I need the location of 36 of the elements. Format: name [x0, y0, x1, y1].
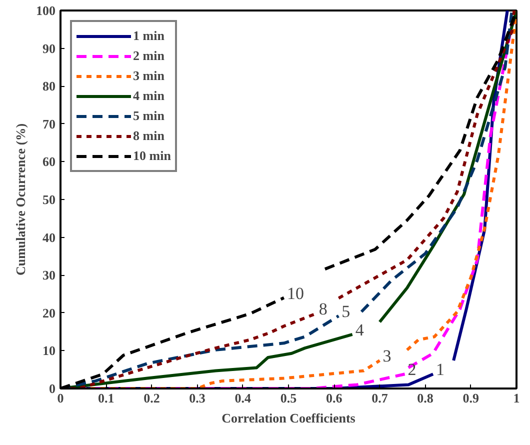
- annotation: 1: [436, 360, 445, 380]
- y-tick-label: 70: [42, 116, 56, 132]
- annotation: 5: [342, 302, 350, 321]
- y-tick-label: 60: [42, 154, 56, 170]
- y-tick-label: 90: [42, 40, 56, 56]
- legend-label: 8 min: [133, 128, 164, 144]
- x-tick-label: 0.1: [98, 390, 114, 406]
- x-tick-label: 0.6: [326, 390, 343, 406]
- annotation: 8: [318, 300, 328, 319]
- x-tick-label: 0.7: [372, 390, 388, 406]
- y-tick-label: 80: [42, 78, 56, 94]
- x-tick-label: 0.2: [144, 390, 160, 406]
- legend-label: 1 min: [133, 28, 164, 44]
- legend-label: 2 min: [133, 48, 164, 64]
- y-tick-label: 50: [42, 192, 56, 207]
- x-tick-label: 0.9: [462, 390, 480, 406]
- annotation: 10: [286, 284, 304, 303]
- y-tick-label: 10: [42, 343, 56, 358]
- y-tick-label: 40: [42, 230, 56, 245]
- y-tick-label: 20: [42, 305, 56, 320]
- y-tick-label: 30: [42, 268, 56, 283]
- legend-label: 10 min: [133, 148, 171, 164]
- x-tick-label: 0.3: [189, 390, 206, 406]
- y-axis-title: Cumulative Ocurrence (%): [13, 123, 28, 276]
- x-tick-label: 0.8: [417, 390, 434, 406]
- annotation: 4: [355, 320, 364, 340]
- x-tick-label: 1: [513, 390, 520, 406]
- y-tick-label: 0: [49, 381, 56, 396]
- legend-label: 5 min: [133, 108, 164, 124]
- y-tick-label: 100: [36, 3, 56, 18]
- legend-label: 4 min: [133, 88, 164, 104]
- legend-label: 3 min: [133, 68, 164, 84]
- x-tick-label: 0.5: [280, 390, 298, 406]
- x-axis-title: Correlation Coefficients: [222, 410, 356, 426]
- annotation: 3: [382, 346, 392, 366]
- x-tick-label: 0.4: [234, 390, 252, 406]
